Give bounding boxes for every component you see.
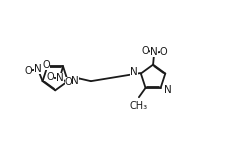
- Text: N: N: [34, 64, 41, 74]
- Text: O: O: [64, 77, 72, 87]
- Text: N: N: [150, 47, 157, 58]
- Text: O: O: [42, 60, 49, 69]
- Text: N: N: [71, 76, 78, 86]
- Text: O: O: [46, 72, 54, 82]
- Text: CH₃: CH₃: [129, 101, 147, 111]
- Text: O: O: [159, 47, 167, 57]
- Text: O: O: [25, 66, 32, 76]
- Text: N: N: [163, 85, 171, 95]
- Text: N: N: [56, 73, 63, 84]
- Text: N: N: [130, 67, 138, 78]
- Text: O: O: [141, 46, 148, 55]
